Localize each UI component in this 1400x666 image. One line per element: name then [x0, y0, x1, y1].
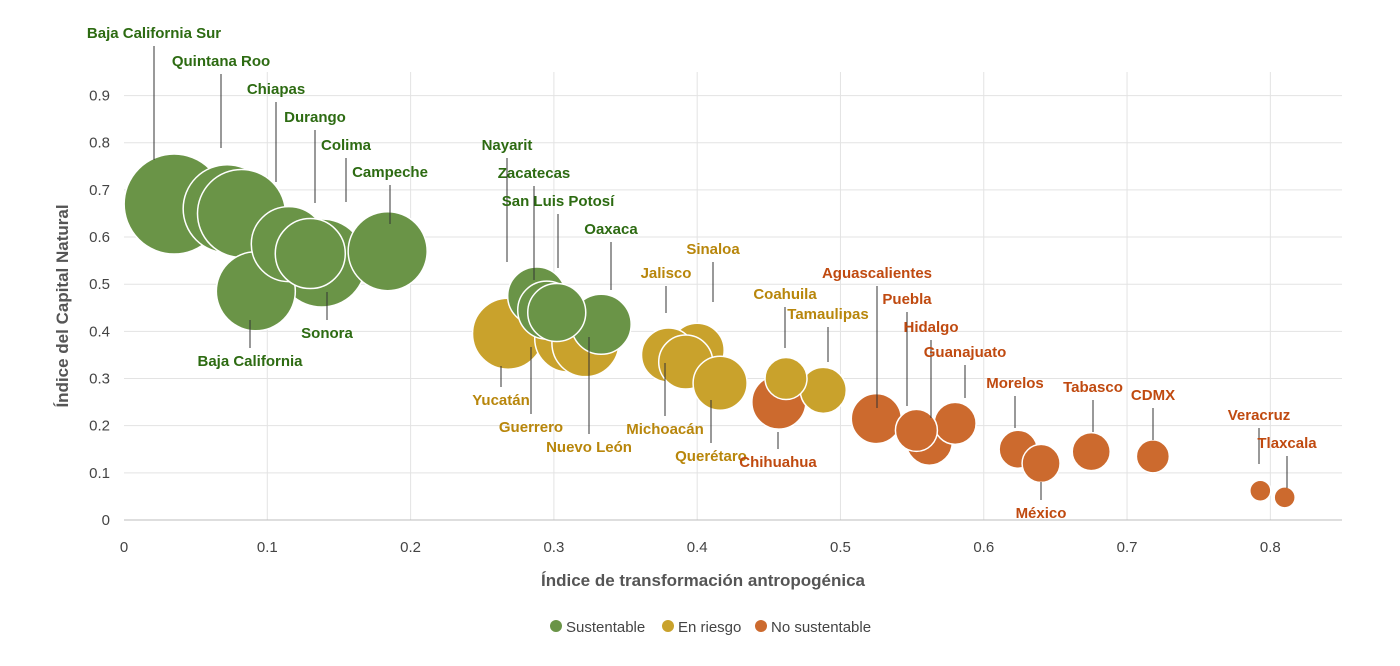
y-axis-title: Índice del Capital Natural: [53, 204, 72, 407]
point-label: Nuevo León: [546, 439, 632, 456]
y-tick-label: 0.9: [89, 88, 110, 105]
point-label: CDMX: [1131, 387, 1175, 404]
x-tick-label: 0.6: [973, 539, 994, 556]
bubble-point: [850, 392, 903, 445]
legend-label: Sustentable: [566, 619, 645, 636]
point-label: Tamaulipas: [787, 306, 868, 323]
x-tick-label: 0.5: [830, 539, 851, 556]
bubble-point: [1273, 486, 1296, 509]
legend-item: Sustentable: [550, 619, 645, 636]
point-label: Oaxaca: [584, 221, 638, 238]
point-label: Guanajuato: [924, 344, 1007, 361]
point-label: Zacatecas: [498, 165, 571, 182]
axes: 0 0.1 0.2 0.3 0.4 0.5 0.6 0.7 0.8 0 0.1 0.2 0.3 0.4 0.…: [89, 88, 1342, 556]
legend-item: En riesgo: [662, 619, 741, 636]
point-label: Yucatán: [472, 392, 530, 409]
y-tick-label: 0.2: [89, 418, 110, 435]
legend-label: No sustentable: [771, 619, 871, 636]
point-label: Hidalgo: [904, 319, 959, 336]
bubble-point: [1249, 479, 1272, 503]
point-label: Chiapas: [247, 81, 305, 98]
y-tick-label: 0.7: [89, 182, 110, 199]
point-label: Baja California: [197, 353, 303, 370]
x-tick-label: 0.2: [400, 539, 421, 556]
point-label: Veracruz: [1228, 407, 1291, 424]
bubble-point: [1071, 431, 1111, 472]
point-label: Baja California Sur: [87, 25, 221, 42]
point-label: Querétaro: [675, 448, 747, 465]
point-label: Colima: [321, 137, 372, 154]
point-label: Morelos: [986, 375, 1044, 392]
point-label: Aguascalientes: [822, 265, 932, 282]
bubble-point: [692, 355, 748, 411]
point-label: Campeche: [352, 164, 428, 181]
point-label: Nayarit: [482, 137, 533, 154]
y-tick-label: 0.6: [89, 229, 110, 246]
x-tick-label: 0.7: [1117, 539, 1138, 556]
x-tick-label: 0.1: [257, 539, 278, 556]
legend-marker: [755, 620, 767, 632]
bubble-point: [1135, 439, 1171, 474]
point-label: Coahuila: [753, 286, 817, 303]
bubble-point: [526, 282, 587, 343]
point-label: Sonora: [301, 325, 353, 342]
x-tick-label: 0.3: [543, 539, 564, 556]
leader-lines: [153, 46, 1288, 500]
y-tick-label: 0.1: [89, 465, 110, 482]
y-tick-label: 0.4: [89, 323, 110, 340]
point-label: Sinaloa: [686, 241, 740, 258]
x-tick-label: 0.4: [687, 539, 708, 556]
x-tick-label: 0.8: [1260, 539, 1281, 556]
legend: Sustentable En riesgo No sustentable: [550, 619, 871, 636]
legend-marker: [662, 620, 674, 632]
point-label: Durango: [284, 109, 346, 126]
y-tick-label: 0.3: [89, 371, 110, 388]
bubble-point: [894, 408, 939, 453]
x-tick-label: 0: [120, 539, 128, 556]
y-tick-label: 0.5: [89, 276, 110, 293]
point-label: Quintana Roo: [172, 53, 270, 70]
bubble-point: [933, 401, 977, 446]
bubble-point: [274, 217, 347, 290]
legend-item: No sustentable: [755, 619, 871, 636]
point-label: Tlaxcala: [1257, 435, 1317, 452]
point-label: Michoacán: [626, 421, 704, 438]
bubble-point: [1021, 443, 1061, 484]
y-tick-label: 0.8: [89, 135, 110, 152]
grid: [124, 72, 1342, 520]
point-label: Puebla: [882, 291, 932, 308]
y-tick-label: 0: [102, 512, 110, 529]
point-label: San Luis Potosí: [502, 193, 615, 210]
point-label: Jalisco: [641, 265, 692, 282]
point-label: Guerrero: [499, 419, 563, 436]
legend-marker: [550, 620, 562, 632]
point-labels: Baja California Sur Quintana Roo Chiapas Du…: [87, 25, 1317, 522]
x-axis-title: Índice de transformación antropogénica: [541, 571, 866, 590]
point-label: Chihuahua: [739, 454, 817, 471]
bubble-point: [347, 210, 428, 292]
bubble-point: [764, 356, 808, 401]
point-label: Tabasco: [1063, 379, 1123, 396]
point-label: México: [1016, 505, 1067, 522]
legend-label: En riesgo: [678, 619, 741, 636]
bubbles: [123, 153, 1296, 509]
